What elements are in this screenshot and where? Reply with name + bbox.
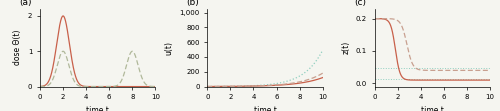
- X-axis label: time t: time t: [421, 106, 444, 111]
- X-axis label: time t: time t: [86, 106, 109, 111]
- Text: (a): (a): [19, 0, 32, 7]
- Y-axis label: dose Θ(t): dose Θ(t): [14, 30, 22, 65]
- Y-axis label: z(t): z(t): [341, 41, 350, 54]
- X-axis label: time t: time t: [254, 106, 276, 111]
- Text: (b): (b): [186, 0, 200, 7]
- Text: (c): (c): [354, 0, 366, 7]
- Y-axis label: u(t): u(t): [165, 41, 174, 55]
